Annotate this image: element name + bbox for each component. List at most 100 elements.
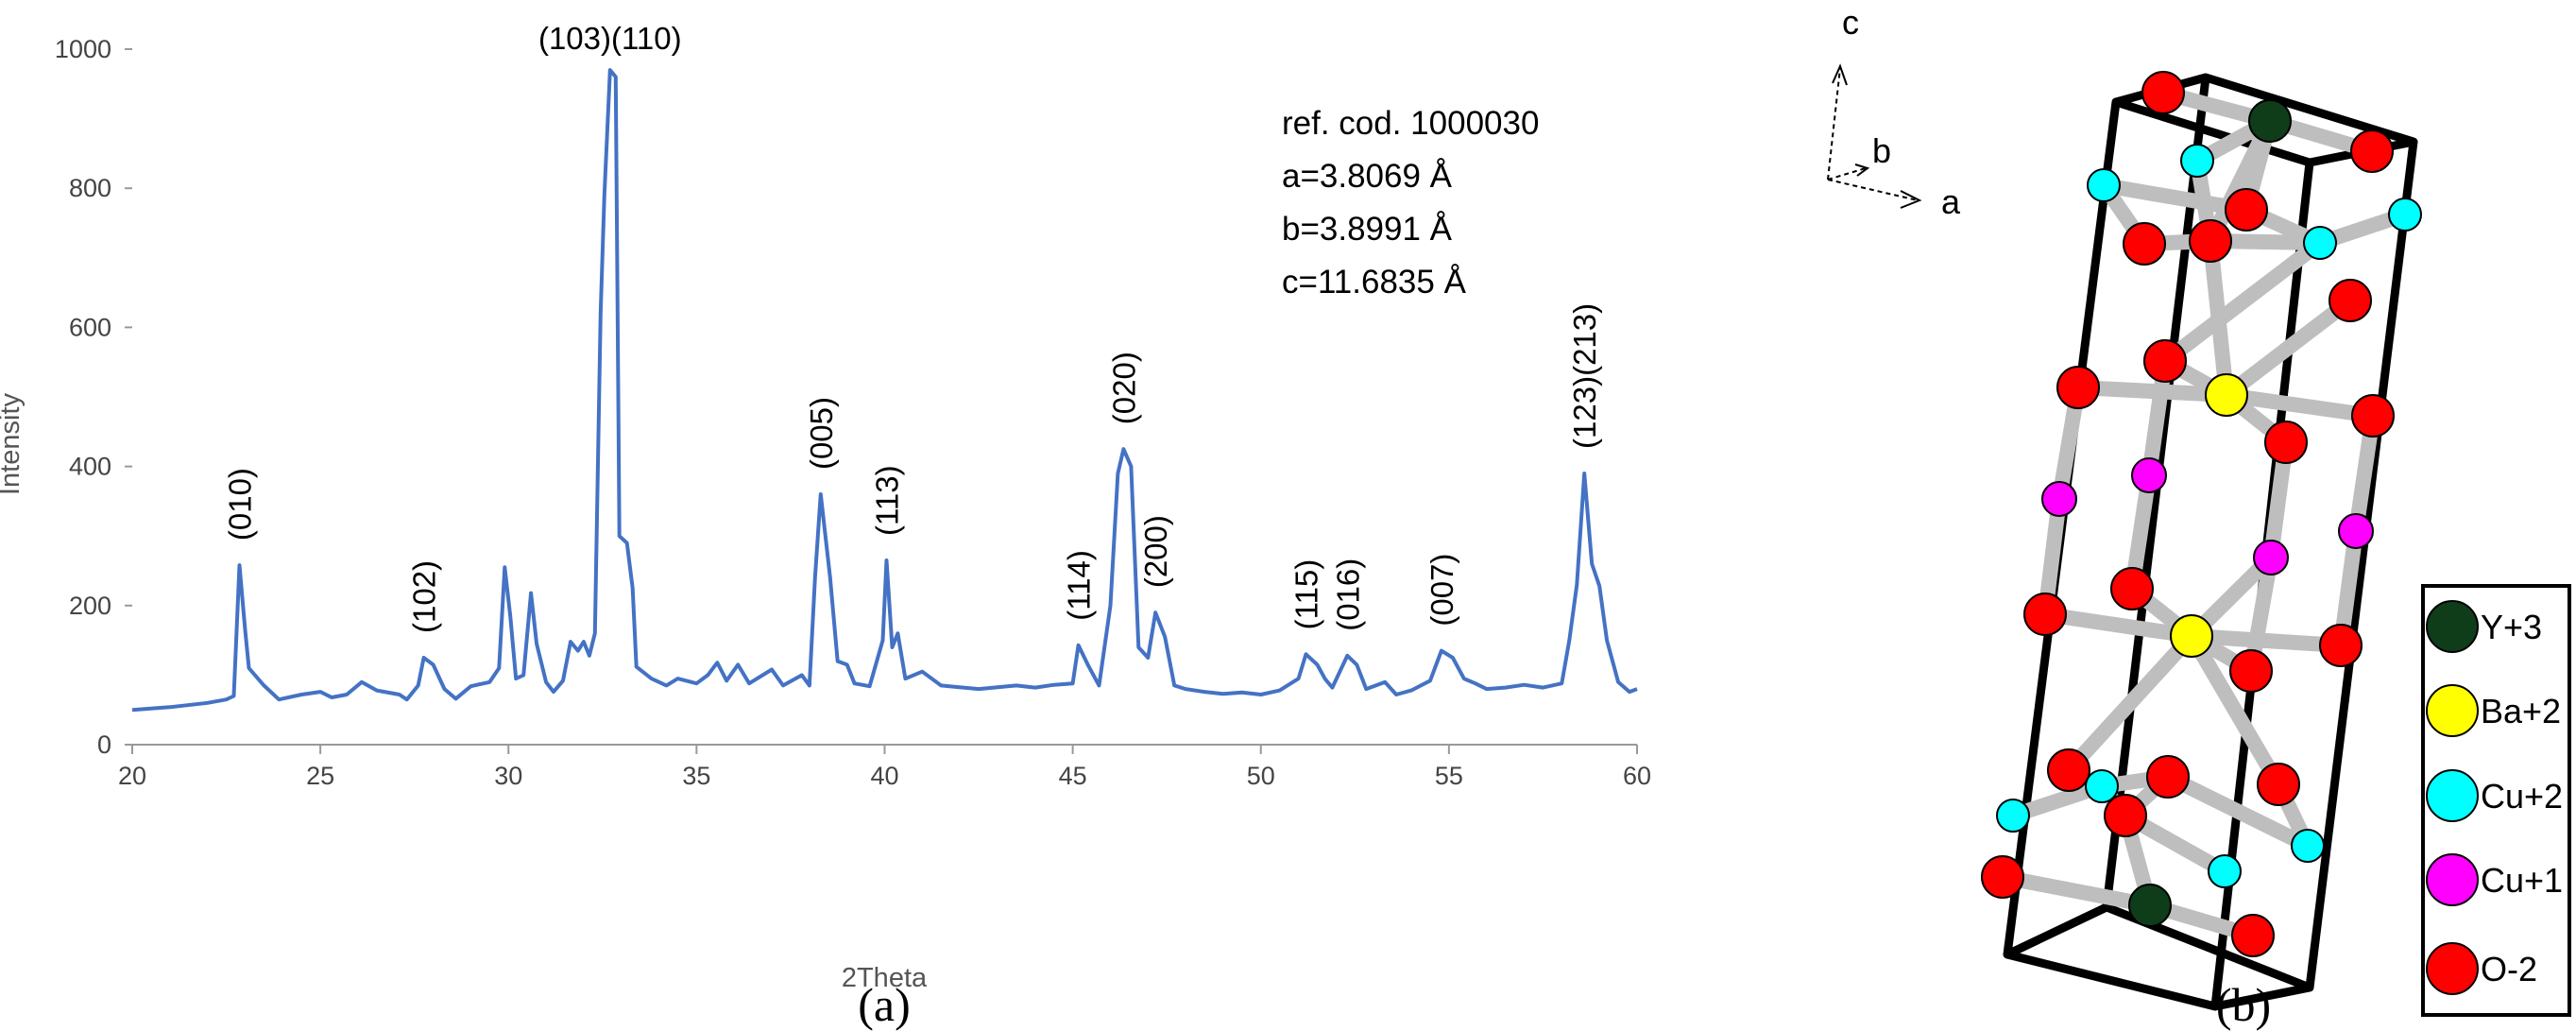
legend-swatch-cu1 [2426, 853, 2479, 906]
y-tick-label: 200 [69, 592, 111, 620]
atom-ominus2 [2225, 188, 2268, 232]
legend-swatch-o [2426, 942, 2479, 995]
y-axis-title: Intensity [0, 393, 26, 495]
x-tick-label: 25 [306, 762, 334, 790]
atom-legend: Y+3 Ba+2 Cu+2 Cu+1 O-2 [2421, 584, 2571, 1017]
y-tick-label: 400 [69, 453, 111, 481]
bond [2096, 178, 2254, 217]
peak-label: (020) [1106, 352, 1141, 424]
x-axis-title: 2Theta [842, 963, 928, 993]
atom-cuplus2 [1996, 799, 2030, 833]
peak-label: (010) [223, 468, 258, 541]
x-tick-label: 60 [1623, 762, 1651, 790]
y-tick-label: 800 [69, 174, 111, 202]
atom-cuplus2 [2085, 769, 2119, 803]
bond [2203, 113, 2277, 249]
legend-item-cu1: Cu+1 [2426, 853, 2563, 906]
x-tick-label: 55 [1435, 762, 1463, 790]
info-ref-code: ref. cod. 1000030 [1282, 105, 1539, 142]
atom-cuplus1 [2131, 457, 2167, 493]
atom-ominus2 [2104, 794, 2147, 837]
atom-ominus2 [2350, 129, 2394, 173]
atom-ominus2 [2056, 366, 2100, 409]
x-axis-ticks: 20 25 30 35 40 45 50 55 60 [118, 745, 1651, 790]
info-lattice-c: c=11.6835 Å [1282, 264, 1467, 301]
panel-label-a: (a) [858, 978, 911, 1031]
xrd-chart: 0 200 400 600 800 1000 20 25 30 35 40 45 50 55 60 (01… [0, 21, 1651, 1031]
atom-cuplus1 [2253, 540, 2289, 576]
atom-ominus2 [2047, 748, 2090, 792]
bond [2071, 380, 2234, 403]
atom-ominus2 [1981, 855, 2024, 899]
atom-cuplus2 [2180, 144, 2214, 178]
peak-label: (016) [1330, 558, 1365, 631]
reference-info: ref. cod. 1000030 a=3.8069 Å b=3.8991 Å … [1282, 105, 1539, 301]
bond [2184, 628, 2348, 653]
legend-swatch-y [2426, 600, 2479, 653]
legend-item-o: O-2 [2426, 942, 2537, 995]
legend-label-ba: Ba+2 [2481, 692, 2561, 730]
atom-ominus2 [2146, 755, 2190, 799]
peak-label: (103)(110) [538, 21, 682, 56]
atom-cuplus2 [2303, 226, 2337, 260]
legend-label-o: O-2 [2481, 950, 2537, 988]
atom-cuplus1 [2041, 481, 2077, 517]
legend-label-cu1: Cu+1 [2481, 861, 2563, 900]
legend-label-y: Y+3 [2481, 608, 2542, 646]
x-tick-label: 20 [118, 762, 146, 790]
x-tick-label: 35 [682, 762, 710, 790]
atom-ominus2 [2141, 71, 2185, 114]
atom-ominus2 [2264, 421, 2308, 464]
atom-ominus2 [2229, 649, 2273, 693]
series-line-intensity [131, 68, 1638, 713]
y-axis-ticks: 0 200 400 600 800 1000 [55, 35, 132, 759]
info-lattice-a: a=3.8069 Å [1282, 158, 1453, 195]
peak-labels: (010) (102) (103)(110) (005) (113) (114) (020)… [223, 21, 1603, 633]
y-tick-label: 1000 [55, 35, 111, 63]
x-tick-label: 30 [494, 762, 522, 790]
peak-label: (123)(213) [1567, 303, 1602, 449]
peak-label: (115) [1289, 559, 1324, 630]
bond [2061, 628, 2199, 778]
legend-item-cu2: Cu+2 [2426, 769, 2563, 822]
crystal-structure: c b a Y+3 Ba+2 [1827, 3, 2571, 1031]
bond [2219, 387, 2380, 423]
bond [1995, 869, 2158, 913]
y-tick-label: 600 [69, 313, 111, 341]
atom-cuplus1 [2338, 513, 2374, 549]
y-tick-label: 0 [97, 730, 111, 759]
atom-cuplus2 [2087, 168, 2121, 202]
panel-label-b: (b) [2216, 978, 2271, 1031]
atom-baplus2 [2170, 614, 2213, 658]
bond [2160, 769, 2315, 853]
axis-label-a: a [1941, 182, 1961, 221]
atom-ominus2 [2123, 222, 2166, 266]
legend-swatch-ba [2426, 684, 2479, 737]
info-lattice-b: b=3.8991 Å [1282, 211, 1453, 248]
atom-ominus2 [2257, 763, 2300, 806]
atom-ominus2 [2143, 339, 2187, 383]
atom-cuplus2 [2388, 198, 2422, 232]
atom-ominus2 [2319, 624, 2363, 667]
x-tick-label: 45 [1059, 762, 1087, 790]
atom-ominus2 [2231, 914, 2275, 957]
atom-yplus3 [2248, 99, 2292, 143]
peak-label: (114) [1062, 550, 1097, 621]
bond [2219, 293, 2358, 403]
atom-cuplus2 [2291, 829, 2325, 863]
axis-label-b: b [1872, 131, 1891, 170]
atoms [1981, 71, 2422, 957]
legend-swatch-cu2 [2426, 769, 2479, 822]
peak-label: (102) [407, 560, 442, 633]
atom-baplus2 [2205, 373, 2248, 417]
bond [2158, 235, 2328, 369]
x-tick-label: 50 [1247, 762, 1275, 790]
orientation-axes [1827, 63, 1922, 209]
peak-label: (113) [869, 465, 904, 536]
bond [2184, 628, 2286, 792]
legend-item-y: Y+3 [2426, 600, 2542, 653]
legend-label-cu2: Cu+2 [2481, 777, 2563, 816]
atom-ominus2 [2189, 219, 2232, 263]
peak-label: (005) [804, 397, 839, 470]
